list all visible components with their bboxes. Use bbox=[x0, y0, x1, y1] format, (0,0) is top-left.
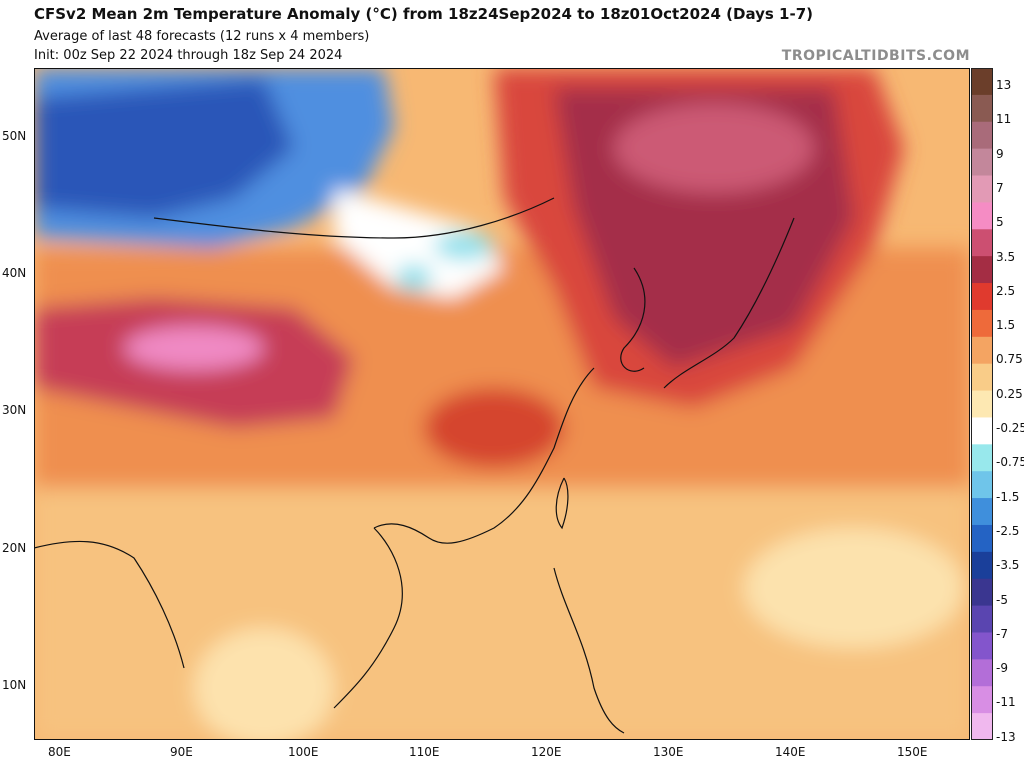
anomaly-pink-tibet bbox=[124, 326, 264, 370]
lon-label: 110E bbox=[409, 745, 440, 759]
colorbar-swatch bbox=[971, 336, 993, 365]
colorbar-swatch bbox=[971, 121, 993, 150]
colorbar-tick-label: -13 bbox=[996, 729, 1016, 744]
colorbar-swatch bbox=[971, 175, 993, 203]
colorbar-tick-label: -9 bbox=[996, 661, 1008, 676]
coastline-india bbox=[34, 540, 185, 669]
colorbar-tick-label: 9 bbox=[996, 146, 1004, 161]
lat-label: 10N bbox=[2, 678, 27, 692]
map-subtitle: Average of last 48 forecasts (12 runs x … bbox=[34, 29, 370, 44]
lon-label: 90E bbox=[170, 745, 193, 759]
coastline-indochina bbox=[333, 527, 403, 709]
anomaly-cyan-spot bbox=[434, 232, 494, 260]
colorbar-tick-label: -0.25 bbox=[996, 421, 1024, 435]
coastline-taiwan bbox=[555, 477, 569, 530]
colorbar-tick-label: -11 bbox=[996, 695, 1016, 710]
lat-label: 30N bbox=[2, 403, 27, 417]
colorbar-swatch bbox=[971, 444, 993, 472]
temperature-anomaly-map bbox=[34, 68, 970, 740]
colorbar-swatch bbox=[971, 256, 993, 284]
coastline-china bbox=[373, 367, 595, 544]
colorbar-swatch bbox=[971, 524, 993, 553]
colorbar-swatch bbox=[971, 417, 993, 445]
colorbar-tick-label: 0.25 bbox=[996, 386, 1023, 401]
colorbar bbox=[971, 68, 993, 740]
lon-label: 140E bbox=[775, 745, 806, 759]
colorbar-tick-label: -1.5 bbox=[996, 489, 1020, 504]
lon-label: 120E bbox=[531, 745, 562, 759]
anomaly-hot-southchina bbox=[424, 388, 564, 468]
init-info: Init: 00z Sep 22 2024 through 18z Sep 24… bbox=[34, 48, 343, 63]
colorbar-swatch bbox=[971, 686, 993, 714]
map-title: CFSv2 Mean 2m Temperature Anomaly (°C) f… bbox=[34, 5, 814, 23]
lat-label: 20N bbox=[2, 541, 27, 555]
colorbar-swatch bbox=[971, 659, 993, 687]
colorbar-tick-label: 7 bbox=[996, 180, 1004, 195]
colorbar-tick-label: 2.5 bbox=[996, 283, 1016, 298]
lon-label: 100E bbox=[288, 745, 319, 759]
colorbar-swatch bbox=[971, 390, 993, 418]
map-frame bbox=[34, 68, 970, 740]
colorbar-tick-label: 1.5 bbox=[996, 318, 1016, 333]
colorbar-frame bbox=[971, 68, 993, 740]
colorbar-tick-label: -7 bbox=[996, 626, 1008, 641]
colorbar-swatch bbox=[971, 632, 993, 660]
border-mongolia bbox=[153, 197, 555, 239]
colorbar-swatch bbox=[971, 713, 993, 740]
colorbar-tick-label: 13 bbox=[996, 78, 1012, 92]
brand-watermark: TROPICALTIDBITS.COM bbox=[781, 48, 970, 64]
colorbar-tick-label: -0.75 bbox=[996, 455, 1024, 470]
colorbar-tick-label: -5 bbox=[996, 592, 1008, 607]
colorbar-tick-label: 3.5 bbox=[996, 249, 1016, 264]
colorbar-swatch bbox=[971, 363, 993, 392]
colorbar-tick-label: 11 bbox=[996, 112, 1012, 127]
colorbar-swatch bbox=[971, 202, 993, 230]
lon-label: 80E bbox=[48, 745, 71, 759]
colorbar-swatch bbox=[971, 148, 993, 177]
colorbar-swatch bbox=[971, 68, 993, 96]
colorbar-tick-label: 5 bbox=[996, 215, 1004, 230]
colorbar-tick-label: -3.5 bbox=[996, 558, 1020, 573]
colorbar-swatch bbox=[971, 229, 993, 257]
lon-label: 150E bbox=[897, 745, 928, 759]
colorbar-swatch bbox=[971, 578, 993, 607]
coastline-japan bbox=[663, 217, 795, 389]
colorbar-tick-label: -2.5 bbox=[996, 523, 1020, 538]
colorbar-tick-label: 0.75 bbox=[996, 352, 1023, 367]
colorbar-swatch bbox=[971, 309, 993, 338]
lat-label: 40N bbox=[2, 266, 27, 280]
anomaly-cold-deep bbox=[34, 78, 294, 218]
colorbar-swatch bbox=[971, 283, 993, 311]
lat-label: 50N bbox=[2, 129, 27, 143]
colorbar-swatch bbox=[971, 498, 993, 526]
anomaly-light-sea bbox=[744, 528, 964, 648]
anomaly-cold-light bbox=[334, 188, 504, 298]
anomaly-cyan-spot-2 bbox=[396, 264, 432, 292]
colorbar-swatch bbox=[971, 605, 993, 633]
colorbar-swatch bbox=[971, 551, 993, 580]
anomaly-pink-siberia bbox=[614, 103, 814, 193]
colorbar-swatch bbox=[971, 94, 993, 123]
coastline-philippines bbox=[553, 567, 625, 734]
colorbar-swatch bbox=[971, 471, 993, 499]
anomaly-light-indochina bbox=[194, 628, 334, 740]
coastline-korea bbox=[620, 267, 646, 372]
lon-label: 130E bbox=[653, 745, 684, 759]
